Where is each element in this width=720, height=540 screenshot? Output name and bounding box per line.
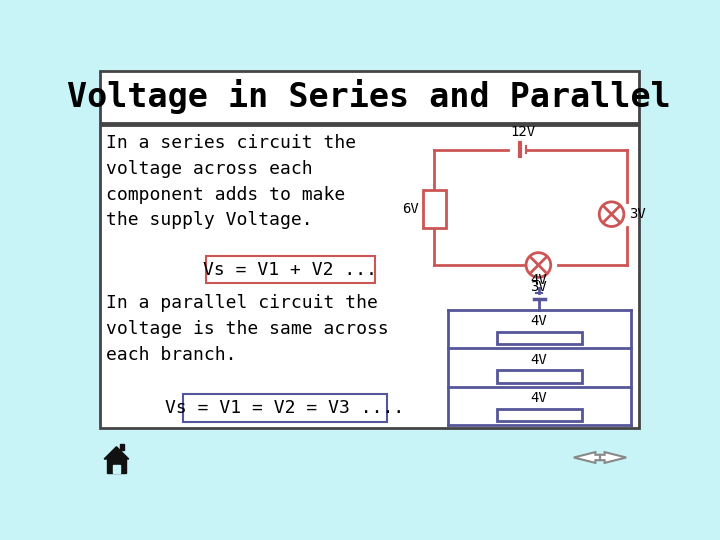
Bar xyxy=(423,190,446,228)
Bar xyxy=(206,256,375,284)
Text: 4V: 4V xyxy=(531,392,547,406)
Text: Voltage in Series and Parallel: Voltage in Series and Parallel xyxy=(67,79,671,114)
Circle shape xyxy=(599,202,624,226)
Bar xyxy=(120,444,124,450)
Text: 4V: 4V xyxy=(531,314,547,328)
Text: 4V: 4V xyxy=(531,353,547,367)
Bar xyxy=(183,394,387,422)
Bar xyxy=(497,409,582,421)
Bar xyxy=(497,370,582,383)
Bar xyxy=(497,332,582,345)
Text: Vs = V1 + V2 ...: Vs = V1 + V2 ... xyxy=(204,261,377,279)
Polygon shape xyxy=(104,447,129,459)
Text: 12V: 12V xyxy=(510,125,536,139)
Text: 4V: 4V xyxy=(531,273,547,287)
Polygon shape xyxy=(574,452,626,463)
Bar xyxy=(107,459,126,473)
Text: 3V: 3V xyxy=(530,280,546,294)
Text: In a parallel circuit the
voltage is the same across
each branch.: In a parallel circuit the voltage is the… xyxy=(106,294,388,363)
Text: In a series circuit the
voltage across each
component adds to make
the supply Vo: In a series circuit the voltage across e… xyxy=(106,134,356,229)
Bar xyxy=(113,465,120,473)
Bar xyxy=(99,125,639,428)
Text: 6V: 6V xyxy=(402,202,419,216)
Circle shape xyxy=(526,253,551,278)
Text: Vs = V1 = V2 = V3 ....: Vs = V1 = V2 = V3 .... xyxy=(166,399,405,417)
Text: 3V: 3V xyxy=(629,207,646,221)
Bar xyxy=(99,71,639,123)
